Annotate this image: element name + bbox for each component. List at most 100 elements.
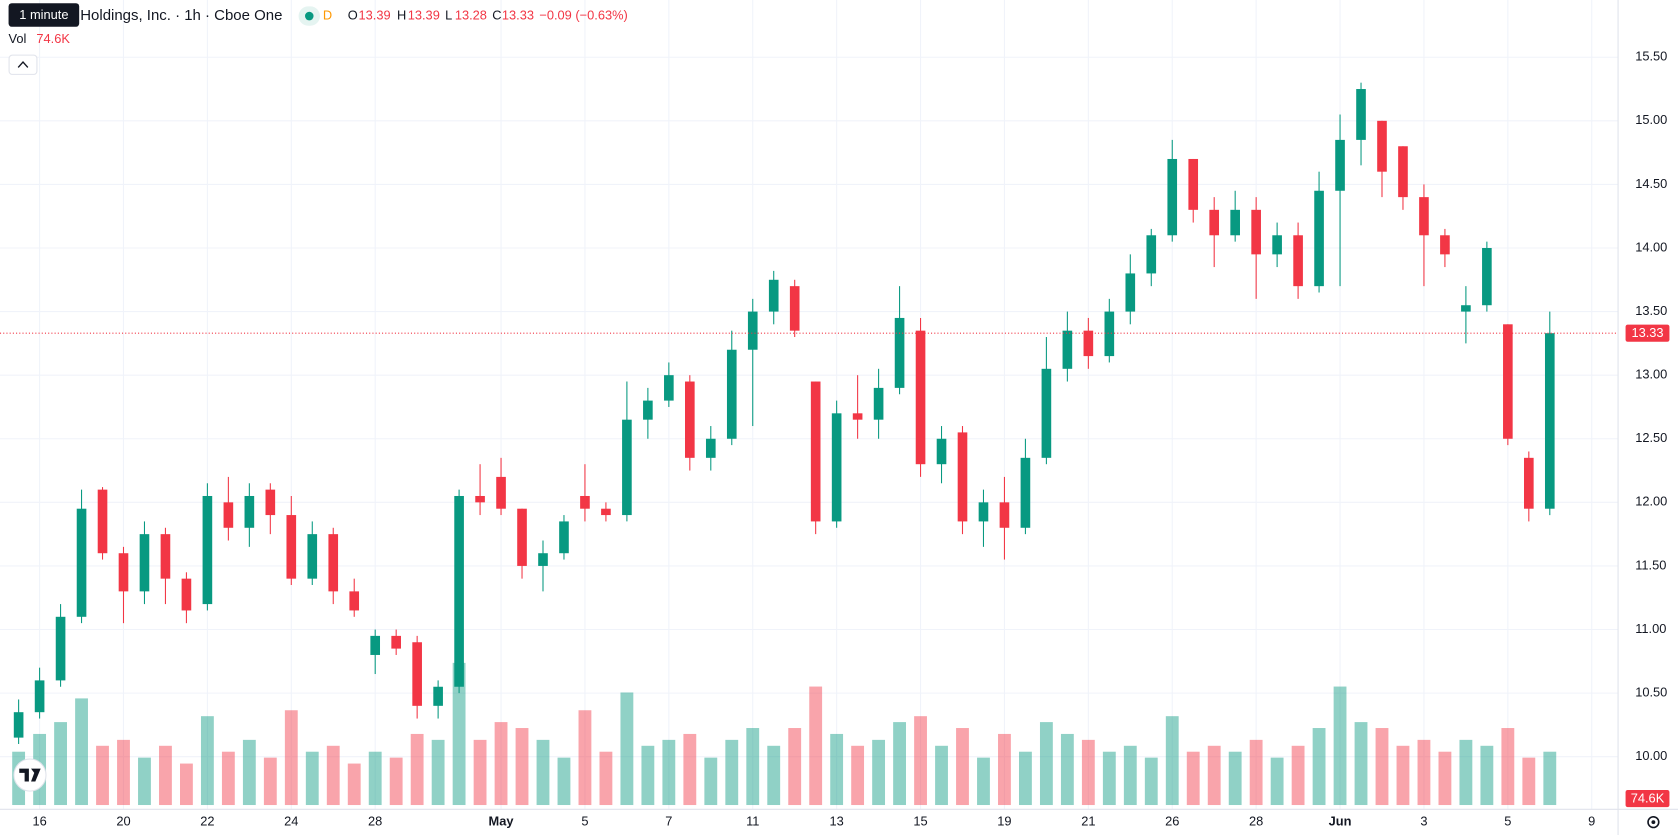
candle-body: [1482, 247, 1492, 306]
x-tick-label: May: [489, 814, 515, 829]
ohlc-value: 13.39: [359, 7, 391, 22]
volume-bar: [1501, 728, 1515, 806]
candle-body: [391, 635, 401, 649]
candle-body: [559, 521, 569, 554]
candle-body: [1377, 120, 1387, 172]
volume-bar: [557, 757, 571, 806]
ohlc-key: L: [445, 7, 452, 22]
volume-bar: [494, 722, 508, 806]
candle-body: [139, 534, 150, 592]
candle-body: [978, 502, 989, 522]
y-tick-label: 15.50: [1635, 49, 1667, 64]
tooltip-box: [8, 3, 80, 27]
volume-bar: [159, 745, 172, 806]
volume-value: 74.6K: [36, 31, 70, 46]
candle-body: [915, 330, 926, 465]
settings-icon[interactable]: [1647, 815, 1660, 829]
x-tick-label: 5: [1504, 814, 1511, 829]
ohlc-key: H: [397, 7, 406, 22]
last-price-label: 13.33: [1631, 325, 1663, 340]
volume-bar: [515, 728, 529, 806]
x-tick-label: 11: [746, 814, 759, 829]
volume-bar: [956, 728, 969, 806]
candle-body: [1503, 324, 1513, 439]
volume-bar: [305, 751, 319, 806]
volume-bar: [452, 662, 466, 806]
axes: 10.00 10.50 11.00 11.50 12.00 12.50 13.00 13.50…: [0, 49, 1670, 829]
volume-bar: [809, 686, 823, 806]
volume-bar: [1270, 757, 1284, 806]
candle-body: [1524, 457, 1534, 509]
x-tick-label: 19: [997, 814, 1011, 829]
candle-body: [810, 381, 821, 522]
volume-bar: [347, 763, 361, 806]
volume-bar: [599, 751, 613, 806]
candle-body: [1356, 89, 1366, 140]
volume-bar: [96, 745, 109, 806]
volume-bar: [788, 728, 802, 806]
candle-body: [831, 413, 842, 522]
volume-bar: [1144, 757, 1158, 806]
volume-bar: [536, 739, 550, 806]
symbol[interactable]: Holdings, Inc. · 1h · Cboe One: [80, 7, 282, 24]
volume-bar: [431, 739, 445, 806]
candle-body: [223, 502, 234, 528]
candle-body: [1314, 190, 1324, 287]
x-tick-label: Jun: [1329, 814, 1352, 829]
candle-body: [286, 515, 297, 579]
volume-bar: [1333, 686, 1347, 806]
candle-body: [76, 508, 87, 617]
delay-badge: D: [323, 7, 332, 22]
candle-body: [538, 553, 548, 566]
volume-bar: [893, 722, 906, 806]
candle-body: [475, 495, 485, 503]
ohlc-value: 13.33: [502, 7, 534, 22]
volume-tag: [1625, 790, 1670, 808]
candle-body: [1020, 457, 1031, 528]
price-pane: [13, 82, 1555, 744]
y-tick-label: 12.00: [1635, 494, 1667, 509]
volume-bar: [977, 757, 990, 806]
volume-bar: [1543, 751, 1557, 806]
candle-body: [517, 508, 527, 566]
candle-body: [747, 311, 758, 350]
volume-bar: [389, 757, 403, 806]
candle-body: [1335, 139, 1345, 191]
candle-body: [454, 495, 464, 687]
candle-body: [202, 495, 213, 605]
volume-pane: [12, 662, 1557, 806]
ohlc-value: 13.28: [455, 7, 487, 22]
volume-bar: [1480, 745, 1494, 806]
candle-body: [328, 534, 339, 592]
y-tick-label: 14.00: [1635, 239, 1667, 254]
volume-bar: [54, 722, 67, 806]
candle-body: [13, 712, 24, 738]
ohlc-key: C: [492, 7, 501, 22]
x-tick-label: 16: [32, 814, 46, 829]
volume-bar: [725, 739, 739, 806]
tooltip: 1 minute: [19, 7, 68, 22]
x-tick-label: 28: [1249, 814, 1263, 829]
volume-bar: [830, 733, 844, 806]
x-tick-label: 21: [1081, 814, 1095, 829]
candle-body: [349, 591, 360, 611]
logo[interactable]: [13, 758, 47, 792]
candle-body: [664, 375, 674, 401]
x-tick-label: 7: [665, 814, 672, 829]
candle-body: [1230, 209, 1240, 236]
volume-bar: [662, 739, 676, 806]
candle-body: [1544, 333, 1555, 509]
collapse-button[interactable]: [8, 54, 38, 75]
candle-body: [160, 534, 171, 579]
candle-body: [1440, 235, 1450, 255]
volume-bar: [1312, 728, 1326, 806]
candle-body: [726, 349, 737, 439]
volume-bar: [1522, 757, 1536, 806]
x-tick-label: 3: [1420, 814, 1427, 829]
volume-bar: [1123, 745, 1137, 806]
candle-body: [1146, 235, 1157, 274]
volume-bar: [75, 698, 88, 806]
candle-body: [957, 432, 968, 522]
y-tick-label: 10.50: [1635, 684, 1667, 699]
candle-body: [1209, 209, 1220, 236]
